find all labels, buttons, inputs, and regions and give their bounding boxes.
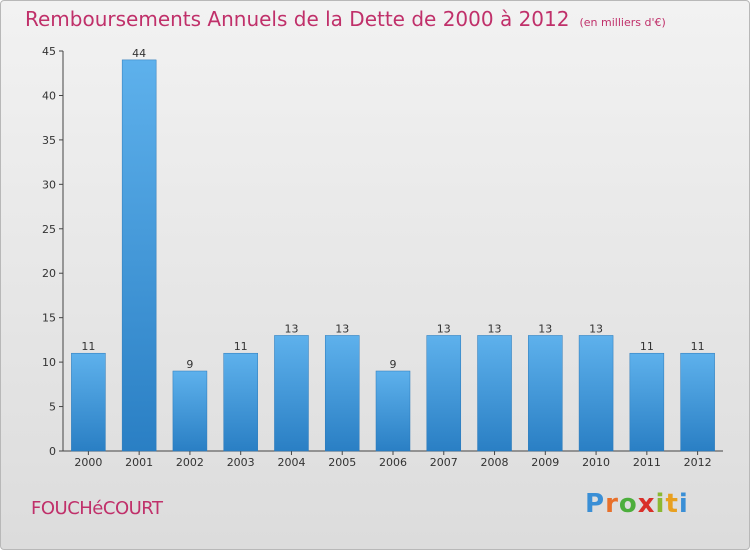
bar-2005: [324, 335, 360, 452]
value-label-2006: 9: [390, 358, 397, 371]
chart-title-unit: (en milliers d'€): [579, 16, 666, 29]
bar-2009: [528, 335, 563, 452]
value-label-2000: 11: [81, 340, 95, 353]
bar-2004: [274, 335, 309, 452]
logo-letter: o: [618, 489, 638, 519]
bar-2007: [426, 335, 462, 452]
logo-letter: r: [605, 489, 619, 519]
bar-2011: [629, 352, 665, 452]
bar-2003: [223, 352, 258, 452]
x-tick-label-2007: 2007: [430, 456, 458, 469]
x-tick-label-2005: 2005: [328, 456, 356, 469]
value-label-2012: 11: [691, 340, 705, 353]
value-label-2011: 11: [640, 340, 654, 353]
bar-2006: [375, 370, 411, 452]
logo-letter: P: [585, 489, 606, 519]
value-label-2005: 13: [335, 322, 349, 335]
y-tick-label: 0: [49, 445, 56, 458]
x-tick-label-2004: 2004: [277, 456, 305, 469]
x-tick-label-2011: 2011: [633, 456, 661, 469]
value-label-2007: 13: [437, 322, 451, 335]
logo-letter: i: [678, 489, 689, 519]
x-tick-label-2012: 2012: [684, 456, 712, 469]
bar-2012: [680, 352, 715, 452]
value-label-2008: 13: [488, 322, 502, 335]
chart-title-text: Remboursements Annuels de la Dette de 20…: [25, 7, 570, 31]
logo-letter: i: [655, 489, 666, 519]
logo-letter: t: [665, 489, 679, 519]
y-tick-label: 30: [42, 178, 56, 191]
chart-title: Remboursements Annuels de la Dette de 20…: [25, 7, 666, 31]
town-name: FOUCHéCOURT: [31, 498, 163, 519]
proxiti-logo: Proxiti: [585, 489, 689, 519]
chart-axes: 0 5 10 15 20 25 30 35 40 45 2000 2001 2002 2003 2004 20…: [42, 45, 723, 469]
value-label-2002: 9: [186, 358, 193, 371]
bar-2008: [477, 335, 512, 452]
y-tick-label: 5: [49, 401, 56, 414]
y-tick-label: 15: [42, 312, 56, 325]
x-tick-label-2006: 2006: [379, 456, 407, 469]
x-tick-label-2003: 2003: [227, 456, 255, 469]
chart-bars: [71, 59, 715, 452]
value-label-2004: 13: [284, 322, 298, 335]
x-tick-label-2008: 2008: [481, 456, 509, 469]
x-tick-label-2002: 2002: [176, 456, 204, 469]
value-label-2001: 44: [132, 47, 146, 60]
chart-value-labels: 11 44 9 11 13 13 9 13 13 13 13 11 11: [81, 47, 704, 371]
y-tick-label: 10: [42, 356, 56, 369]
bar-2000: [71, 352, 106, 452]
y-tick-label: 45: [42, 45, 56, 58]
y-tick-label: 25: [42, 223, 56, 236]
value-label-2009: 13: [538, 322, 552, 335]
y-tick-label: 40: [42, 89, 56, 102]
y-tick-label: 35: [42, 134, 56, 147]
value-label-2003: 11: [234, 340, 248, 353]
x-tick-label-2009: 2009: [531, 456, 559, 469]
value-label-2010: 13: [589, 322, 603, 335]
x-tick-label-2001: 2001: [125, 456, 153, 469]
bar-2001: [121, 59, 157, 452]
x-tick-label-2010: 2010: [582, 456, 610, 469]
bar-2002: [172, 370, 208, 452]
x-tick-label-2000: 2000: [74, 456, 102, 469]
logo-letter: x: [637, 489, 656, 519]
bar-2010: [578, 335, 614, 452]
y-tick-label: 20: [42, 267, 56, 280]
